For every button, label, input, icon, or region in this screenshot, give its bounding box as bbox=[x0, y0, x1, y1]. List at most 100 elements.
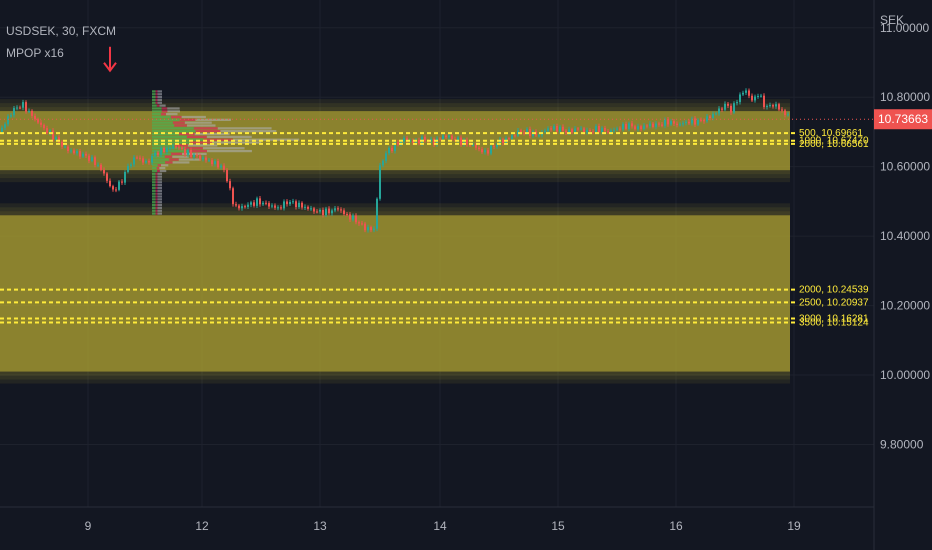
candle-body bbox=[232, 188, 234, 205]
profile-bar bbox=[152, 118, 180, 121]
candle-body bbox=[589, 130, 591, 132]
profile-bar bbox=[152, 206, 156, 210]
candle-body bbox=[238, 205, 240, 209]
candle-body bbox=[406, 137, 408, 141]
profile-bar bbox=[155, 192, 158, 195]
candle-body bbox=[271, 205, 273, 207]
candle-body bbox=[250, 202, 252, 205]
profile-bar bbox=[157, 172, 162, 175]
candle-body bbox=[679, 124, 681, 126]
profile-bar bbox=[159, 169, 167, 173]
profile-bar bbox=[152, 161, 166, 164]
candle-body bbox=[460, 137, 462, 145]
candle-body bbox=[364, 223, 366, 231]
candle-body bbox=[316, 211, 318, 213]
candle-body bbox=[298, 202, 300, 208]
candle-body bbox=[343, 210, 345, 215]
candle-body bbox=[475, 144, 477, 148]
candle-body bbox=[46, 128, 48, 134]
candle-body bbox=[610, 130, 612, 133]
candle-body bbox=[526, 128, 528, 134]
candle-body bbox=[397, 142, 399, 145]
profile-bar bbox=[157, 98, 162, 102]
candle-body bbox=[658, 123, 660, 125]
symbol-title[interactable]: USDSEK, 30, FXCM bbox=[6, 24, 117, 38]
candle-body bbox=[595, 125, 597, 133]
candle-body bbox=[640, 126, 642, 130]
candle-body bbox=[523, 132, 525, 134]
profile-bar bbox=[155, 209, 158, 212]
candle-body bbox=[403, 137, 405, 142]
level-label: 2000, 10.66561 bbox=[799, 139, 869, 150]
time-tick-label: 15 bbox=[551, 519, 565, 533]
candle-body bbox=[340, 209, 342, 211]
candle-body bbox=[733, 103, 735, 113]
candle-body bbox=[34, 115, 36, 120]
candle-body bbox=[487, 150, 489, 154]
candle-body bbox=[424, 136, 426, 141]
candle-body bbox=[274, 205, 276, 208]
profile-bar bbox=[186, 124, 216, 127]
candle-body bbox=[286, 201, 288, 205]
candle-body bbox=[181, 147, 183, 149]
candle-body bbox=[781, 109, 783, 111]
candle-body bbox=[175, 146, 177, 148]
candle-body bbox=[436, 138, 438, 145]
profile-bar bbox=[179, 118, 196, 121]
time-axis[interactable]: 9 12 13 14 15 16 19 bbox=[85, 519, 801, 533]
candle-body bbox=[301, 202, 303, 208]
candle-body bbox=[520, 130, 522, 133]
candle-body bbox=[586, 130, 588, 133]
candle-body bbox=[685, 121, 687, 124]
profile-bar bbox=[159, 167, 166, 170]
candle-body bbox=[673, 121, 675, 124]
candle-body bbox=[142, 158, 144, 163]
candle-body bbox=[28, 110, 30, 112]
candle-body bbox=[109, 180, 111, 187]
candle-body bbox=[211, 160, 213, 165]
candle-body bbox=[457, 137, 459, 141]
profile-bar bbox=[152, 189, 156, 192]
candle-body bbox=[676, 123, 678, 126]
candle-body bbox=[265, 202, 267, 204]
candle-body bbox=[682, 123, 684, 125]
profile-bar bbox=[167, 110, 180, 113]
profile-bar bbox=[157, 178, 162, 181]
candle-body bbox=[325, 208, 327, 216]
time-tick-label: 13 bbox=[313, 519, 327, 533]
profile-bar bbox=[190, 141, 213, 144]
candle-body bbox=[583, 128, 585, 133]
candle-body bbox=[4, 124, 6, 128]
candle-body bbox=[40, 122, 42, 125]
candle-body bbox=[496, 144, 498, 147]
candle-body bbox=[244, 206, 246, 208]
candle-body bbox=[280, 207, 282, 209]
candle-body bbox=[448, 135, 450, 138]
candle-body bbox=[247, 204, 249, 207]
candle-body bbox=[7, 116, 9, 125]
profile-bar bbox=[186, 149, 207, 153]
profile-bar bbox=[220, 130, 277, 133]
candle-body bbox=[775, 104, 777, 107]
candle-body bbox=[697, 119, 699, 125]
profile-bar bbox=[156, 169, 160, 173]
profile-bar bbox=[152, 110, 162, 113]
profile-bar bbox=[152, 141, 191, 144]
price-axis[interactable]: SEK 11.00000 10.80000 10.60000 10.40000 10.2… bbox=[880, 13, 930, 451]
candle-body bbox=[655, 123, 657, 127]
candle-body bbox=[613, 129, 615, 131]
profile-bar bbox=[195, 130, 221, 133]
candle-body bbox=[688, 121, 690, 124]
price-tick-label: 9.80000 bbox=[880, 437, 924, 451]
candle-body bbox=[85, 153, 87, 156]
candle-body bbox=[592, 131, 594, 133]
profile-bar bbox=[160, 164, 169, 167]
profile-bar bbox=[179, 132, 195, 136]
profile-bar bbox=[152, 172, 156, 175]
candle-body bbox=[598, 125, 600, 133]
indicator-title[interactable]: MPOP x16 bbox=[6, 46, 64, 60]
candle-body bbox=[724, 103, 726, 110]
candle-body bbox=[322, 209, 324, 216]
profile-bar bbox=[155, 95, 158, 99]
